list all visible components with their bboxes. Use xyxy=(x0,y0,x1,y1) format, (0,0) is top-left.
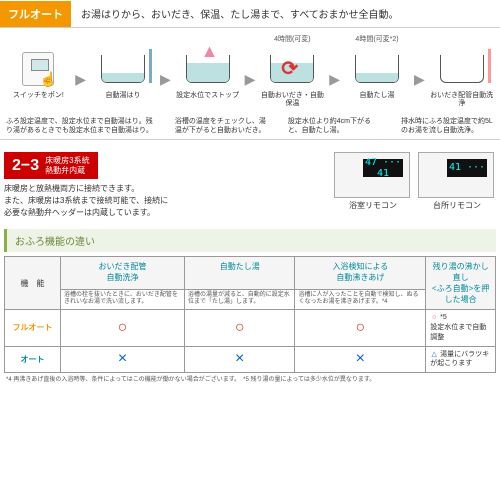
bath-remote: 47 ··· 41 浴室リモコン xyxy=(334,152,412,211)
row-label: フルオート xyxy=(5,310,61,346)
last-cell: ○ *5設定水位まで自動調整 xyxy=(426,310,496,346)
row-label: オート xyxy=(5,346,61,373)
table-title: おふろ機能の違い xyxy=(4,229,496,252)
row-header: 機 能 xyxy=(5,257,61,310)
arrow-icon: ▶ xyxy=(75,36,87,109)
tub-clean-icon xyxy=(427,48,496,90)
tub-reheat-icon: ⟳ xyxy=(258,48,327,90)
badge-2-3: 2−3 床暖房3系統 熱動弁内蔵 xyxy=(4,152,98,179)
icon-label: 設定水位でストップ xyxy=(173,92,242,100)
mark-cell: ○ xyxy=(185,310,295,346)
mark-cell: × xyxy=(295,346,426,373)
icon-label: 自動おいだき・自動保温 xyxy=(258,92,327,109)
last-cell: △ 湯量にバラツキが起こります xyxy=(426,346,496,373)
tub-icon xyxy=(89,48,158,90)
mark-cell: × xyxy=(61,346,185,373)
process-icons: ☝ スイッチをポン! ▶ 自動湯はり ▶ ▲ 設定水位でストップ ▶ 4時間(可… xyxy=(0,28,500,113)
icon-label: 自動湯はり xyxy=(89,92,158,100)
section-2-3: 2−3 床暖房3系統 熱動弁内蔵 床暖房と放熱機両方に接続できます。 また、床暖… xyxy=(0,148,500,223)
arrow-icon: ▶ xyxy=(329,36,341,109)
header-badge: フルオート xyxy=(0,1,71,27)
process-descriptions: ふろ設定温度で、設定水位まで自動湯はり。残り湯があるときでも設定水位まで自動湯は… xyxy=(0,113,500,140)
switch-icon: ☝ xyxy=(4,48,73,90)
table-notes: *4 再沸きあげ直後の入浴時等、条件によってはこの機能が働かない場合がございます… xyxy=(0,373,500,389)
kitchen-remote: 41 ··· 台所リモコン xyxy=(418,152,496,211)
tub-stop-icon: ▲ xyxy=(173,48,242,90)
arrow-icon: ▶ xyxy=(413,36,425,109)
arrow-icon: ▶ xyxy=(244,36,256,109)
icon-label: 自動たし湯 xyxy=(343,92,412,100)
icon-label: おいだき配管自動洗浄 xyxy=(427,92,496,109)
comparison-table: 機 能 おいだき配管 自動洗浄 自動たし湯 入浴検知による 自動沸きあげ 残り湯… xyxy=(4,256,496,373)
mark-cell: ○ xyxy=(295,310,426,346)
mark-cell: × xyxy=(185,346,295,373)
header-text: お湯はりから、おいだき、保温、たし湯まで、すべておまかせ全自動。 xyxy=(81,6,399,21)
arrow-icon: ▶ xyxy=(159,36,171,109)
mark-cell: ○ xyxy=(61,310,185,346)
tub-refill-icon xyxy=(343,48,412,90)
icon-label: スイッチをポン! xyxy=(4,92,73,100)
